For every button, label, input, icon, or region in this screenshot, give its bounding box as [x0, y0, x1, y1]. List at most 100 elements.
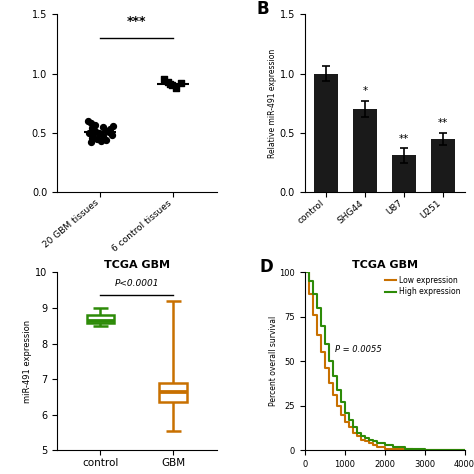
- Point: [164, 78, 172, 86]
- Low expression: [326, 380, 331, 385]
- Low expression: [422, 447, 428, 453]
- Point: [89, 130, 97, 138]
- Point: [91, 121, 99, 128]
- Low expression: [406, 446, 411, 451]
- High expression: [322, 341, 328, 346]
- High expression: [338, 400, 344, 405]
- Y-axis label: miR-491 expression: miR-491 expression: [23, 320, 32, 403]
- Y-axis label: Percent overall survival: Percent overall survival: [269, 316, 278, 406]
- Text: D: D: [260, 258, 273, 276]
- Low expression: [374, 444, 380, 449]
- High expression: [330, 373, 336, 378]
- Low expression: [318, 349, 323, 355]
- High expression: [386, 442, 392, 448]
- Text: P<0.0001: P<0.0001: [115, 279, 159, 288]
- High expression: [406, 446, 411, 451]
- Legend: Low expression, High expression: Low expression, High expression: [385, 276, 461, 296]
- Point: [172, 84, 180, 91]
- High expression: [314, 305, 319, 311]
- Low expression: [414, 447, 419, 453]
- Point: [93, 135, 101, 143]
- Text: **: **: [399, 134, 409, 144]
- Low expression: [366, 440, 372, 446]
- Low expression: [346, 424, 351, 430]
- Point: [109, 131, 116, 139]
- Point: [103, 127, 110, 134]
- Low expression: [442, 447, 447, 453]
- Low expression: [306, 291, 311, 297]
- Text: B: B: [257, 0, 269, 18]
- Line: Low expression: Low expression: [305, 272, 465, 450]
- Point: [177, 79, 184, 87]
- High expression: [346, 417, 351, 423]
- Low expression: [378, 444, 383, 449]
- Point: [88, 119, 95, 127]
- Point: [166, 81, 173, 88]
- Low expression: [410, 447, 415, 453]
- Text: ***: ***: [127, 16, 146, 28]
- Point: [89, 124, 96, 132]
- High expression: [302, 269, 308, 275]
- High expression: [342, 410, 347, 416]
- High expression: [366, 437, 372, 442]
- Bar: [87, 315, 114, 323]
- High expression: [390, 444, 395, 449]
- High expression: [402, 446, 408, 451]
- High expression: [370, 438, 375, 444]
- Point: [109, 122, 117, 129]
- Low expression: [398, 446, 403, 451]
- Y-axis label: Relative miR-491 expression: Relative miR-491 expression: [268, 49, 277, 158]
- High expression: [334, 387, 339, 392]
- Low expression: [338, 412, 344, 418]
- Low expression: [314, 332, 319, 337]
- Bar: [431, 139, 455, 192]
- Low expression: [370, 442, 375, 448]
- Low expression: [342, 419, 347, 425]
- Low expression: [382, 446, 387, 451]
- Low expression: [334, 403, 339, 409]
- Bar: [354, 109, 377, 192]
- Low expression: [322, 365, 328, 371]
- Point: [85, 129, 93, 137]
- High expression: [358, 433, 364, 439]
- High expression: [414, 446, 419, 451]
- Text: *: *: [363, 86, 368, 96]
- Point: [102, 136, 109, 144]
- Low expression: [390, 446, 395, 451]
- Bar: [392, 155, 416, 192]
- Point: [88, 134, 96, 141]
- High expression: [394, 444, 400, 449]
- Title: TCGA GBM: TCGA GBM: [352, 260, 418, 270]
- High expression: [378, 440, 383, 446]
- Low expression: [462, 447, 467, 453]
- Point: [100, 133, 107, 140]
- Point: [84, 117, 92, 125]
- High expression: [326, 358, 331, 364]
- Low expression: [386, 446, 392, 451]
- Low expression: [302, 269, 308, 275]
- Point: [91, 127, 99, 134]
- High expression: [442, 447, 447, 453]
- High expression: [398, 444, 403, 449]
- Point: [160, 76, 167, 83]
- Line: High expression: High expression: [305, 272, 465, 450]
- Low expression: [310, 312, 316, 318]
- Point: [168, 82, 176, 89]
- High expression: [350, 424, 356, 430]
- Low expression: [350, 429, 356, 435]
- Point: [99, 123, 107, 131]
- High expression: [410, 446, 415, 451]
- Low expression: [330, 392, 336, 398]
- High expression: [382, 442, 387, 448]
- High expression: [354, 429, 359, 435]
- High expression: [374, 440, 380, 446]
- Point: [97, 137, 105, 145]
- Point: [106, 126, 114, 133]
- Low expression: [358, 437, 364, 442]
- Point: [88, 138, 95, 146]
- High expression: [462, 447, 467, 453]
- Low expression: [402, 446, 408, 451]
- Low expression: [362, 438, 367, 444]
- Point: [95, 129, 102, 137]
- Title: TCGA GBM: TCGA GBM: [104, 260, 170, 270]
